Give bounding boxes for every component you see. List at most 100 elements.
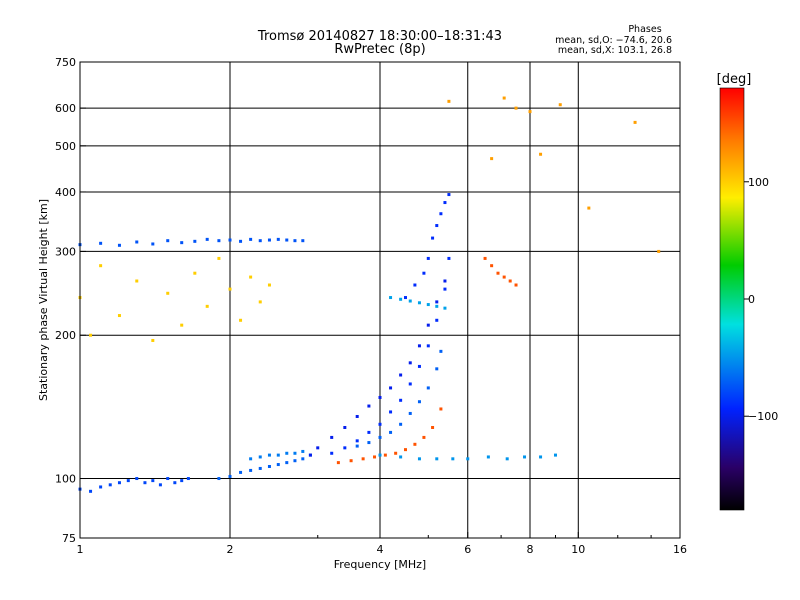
data-point: [239, 470, 243, 474]
data-point: [258, 300, 262, 304]
data-point: [228, 474, 232, 478]
data-point: [99, 485, 103, 489]
data-point: [394, 451, 398, 455]
data-point: [367, 430, 371, 434]
data-point: [435, 457, 439, 461]
x-tick-label: 6: [464, 543, 471, 556]
data-point: [378, 453, 382, 457]
data-point: [193, 271, 197, 275]
data-point: [301, 239, 305, 243]
data-point: [587, 206, 591, 210]
data-point: [435, 304, 439, 308]
data-point: [276, 463, 280, 467]
data-point: [399, 422, 403, 426]
data-point: [293, 239, 297, 243]
data-point: [443, 287, 447, 291]
data-point: [276, 453, 280, 457]
data-point: [383, 453, 387, 457]
phase-legend-line1: mean, sd,O: −74.6, 20.6: [555, 35, 672, 46]
data-point: [403, 296, 407, 300]
data-point: [389, 410, 393, 414]
data-point: [523, 455, 527, 459]
y-axis-ticks: 75 100 200 300 400 500 600 750: [55, 56, 86, 545]
x-tick-label: 1: [77, 543, 84, 556]
data-point: [330, 435, 334, 439]
phase-legend-title: Phases: [628, 24, 661, 35]
data-point: [180, 323, 184, 327]
data-point: [367, 441, 371, 445]
data-point: [249, 275, 253, 279]
data-point: [408, 361, 412, 365]
data-point: [633, 120, 637, 124]
y-tick-label: 500: [55, 140, 76, 153]
data-point: [117, 243, 121, 247]
data-point: [267, 453, 271, 457]
data-point: [166, 291, 170, 295]
data-point: [539, 455, 543, 459]
data-point: [417, 344, 421, 348]
data-point: [389, 386, 393, 390]
data-point: [439, 212, 443, 216]
data-point: [151, 338, 155, 342]
data-point: [408, 382, 412, 386]
data-point: [180, 479, 184, 483]
data-point: [508, 279, 512, 283]
data-point: [447, 99, 451, 103]
data-point: [316, 446, 320, 450]
data-point: [558, 103, 562, 107]
data-point: [330, 451, 334, 455]
data-point: [193, 239, 197, 243]
data-point: [466, 457, 470, 461]
data-point: [426, 386, 430, 390]
data-point: [205, 304, 209, 308]
y-tick-label: 75: [62, 532, 76, 545]
data-point: [99, 241, 103, 245]
data-point: [426, 303, 430, 307]
data-point: [343, 446, 347, 450]
data-point: [399, 297, 403, 301]
data-point: [399, 398, 403, 402]
data-point: [258, 466, 262, 470]
data-point: [378, 395, 382, 399]
data-point: [249, 237, 253, 241]
data-point: [301, 457, 305, 461]
data-point: [205, 237, 209, 241]
y-tick-label: 750: [55, 56, 76, 69]
data-point: [483, 256, 487, 260]
y-tick-label: 400: [55, 186, 76, 199]
grid: [80, 62, 680, 538]
data-point: [267, 464, 271, 468]
x-tick-label: 8: [527, 543, 534, 556]
data-point: [408, 411, 412, 415]
data-point: [228, 238, 232, 242]
data-point: [443, 306, 447, 310]
data-point: [431, 236, 435, 240]
data-point: [258, 239, 262, 243]
data-point: [267, 238, 271, 242]
data-point: [378, 422, 382, 426]
colorbar: [719, 87, 745, 511]
data-point: [486, 455, 490, 459]
data-point: [186, 477, 190, 481]
data-point: [135, 477, 139, 481]
colorbar-ticks: 100 0 −100: [744, 176, 778, 423]
data-point: [413, 283, 417, 287]
data-point: [276, 237, 280, 241]
x-tick-label: 16: [673, 543, 687, 556]
data-point: [403, 448, 407, 452]
data-point: [158, 483, 162, 487]
data-point: [258, 455, 262, 459]
data-point: [166, 477, 170, 481]
y-axis-label: Stationary phase Virtual Height [km]: [37, 199, 50, 401]
data-point: [373, 455, 377, 459]
data-point: [217, 477, 221, 481]
data-point: [389, 296, 393, 300]
data-point: [417, 364, 421, 368]
data-point: [490, 264, 494, 268]
data-point: [143, 481, 147, 485]
data-points: [78, 96, 661, 493]
data-point: [355, 439, 359, 443]
x-axis-label: Frequency [MHz]: [334, 558, 426, 571]
data-point: [249, 468, 253, 472]
